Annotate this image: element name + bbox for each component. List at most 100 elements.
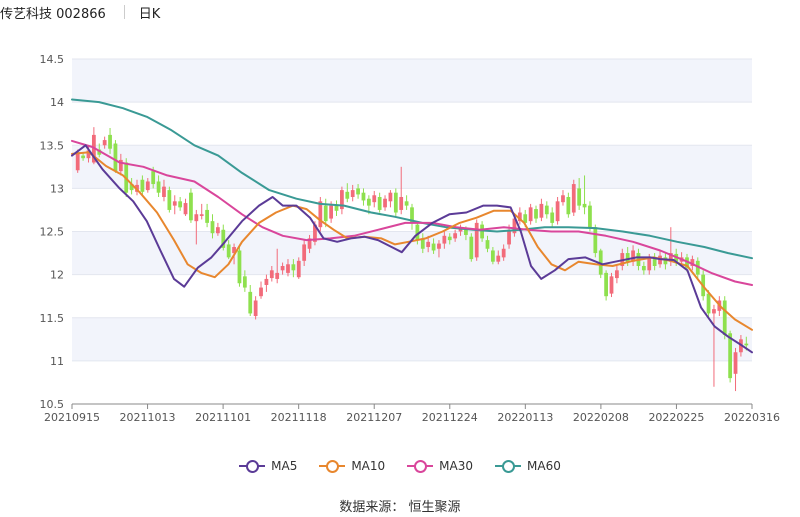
candle-body <box>566 197 571 215</box>
candle-body <box>582 203 587 208</box>
ma10-swatch-ring <box>326 460 340 473</box>
ma10-swatch <box>319 460 346 473</box>
header-divider <box>123 5 125 19</box>
ma5-swatch <box>239 460 266 473</box>
candle-body <box>663 257 668 265</box>
ma10-line <box>71 151 753 331</box>
candle-body <box>183 203 188 215</box>
chart-legend: MA5 MA10 MA30 MA60 <box>0 459 800 473</box>
candle-body <box>361 192 366 201</box>
candle-body <box>248 291 253 314</box>
ma60-line <box>71 98 753 260</box>
stock-title: 传艺科技 002866 <box>0 6 106 22</box>
candle-body <box>615 270 619 279</box>
candle-body <box>544 205 549 215</box>
candle-body <box>706 293 711 314</box>
candle-body <box>253 300 258 317</box>
candle-body <box>108 134 112 149</box>
candle-body <box>286 264 290 273</box>
candle-body <box>695 260 700 275</box>
candle-body <box>501 248 506 258</box>
candle-body <box>350 190 355 197</box>
candle-body <box>399 197 404 210</box>
ma5-line <box>71 144 753 354</box>
y-tick-label: 14.5 <box>40 53 65 66</box>
candle-body <box>571 184 576 213</box>
candle-body <box>264 278 269 285</box>
candle-body <box>194 214 199 222</box>
y-tick-label: 13 <box>50 182 64 195</box>
x-tick-label: 20211224 <box>422 411 478 424</box>
ma30-swatch <box>407 460 434 473</box>
candle-body <box>588 205 592 228</box>
candle-body <box>507 229 511 245</box>
candle-body <box>226 244 231 258</box>
candle-body <box>199 214 204 216</box>
x-tick-label: 20211118 <box>271 411 327 424</box>
candle-body <box>210 221 215 234</box>
candle-body <box>404 201 409 206</box>
candle-body <box>291 264 296 271</box>
data-source-note: 数据来源： 恒生聚源 <box>339 500 461 515</box>
legend-label-ma10: MA10 <box>351 459 386 473</box>
legend-item-ma10[interactable]: MA10 <box>319 459 385 473</box>
x-tick-label: 20211207 <box>346 411 402 424</box>
candle-body <box>631 250 635 262</box>
candle-body <box>329 205 334 219</box>
candle-body <box>113 143 118 172</box>
candle-body <box>86 150 91 159</box>
x-tick-label: 20211101 <box>195 411 251 424</box>
candle-body <box>512 218 517 234</box>
x-tick-label: 20220316 <box>724 411 780 424</box>
candle-body <box>275 272 280 279</box>
y-tick-label: 12.5 <box>40 226 65 239</box>
candle-body <box>426 241 431 248</box>
x-tick-label: 20220208 <box>573 411 629 424</box>
candle-body <box>641 266 646 271</box>
candle-body <box>269 270 274 279</box>
candle-body <box>647 257 652 271</box>
legend-item-ma60[interactable]: MA60 <box>495 459 561 473</box>
candle-body <box>259 287 263 297</box>
ma60-swatch <box>495 460 522 473</box>
candle-body <box>296 260 301 278</box>
y-tick-label: 11 <box>50 355 64 368</box>
candle-body <box>340 190 344 210</box>
candle-body <box>453 233 458 239</box>
candle-body <box>377 197 382 210</box>
candle-body <box>393 192 398 213</box>
candle-body <box>334 205 339 211</box>
candle-body <box>81 155 85 159</box>
candle-body <box>366 198 371 206</box>
candle-body <box>464 229 468 235</box>
candle-body <box>140 179 145 192</box>
grid-band <box>72 317 752 361</box>
candle-body <box>447 236 452 241</box>
candle-body <box>550 212 555 223</box>
candle-body <box>323 205 328 222</box>
legend-item-ma5[interactable]: MA5 <box>239 459 297 473</box>
candle-body <box>221 229 226 248</box>
candle-body <box>118 159 123 172</box>
x-tick-label: 20210915 <box>44 411 100 424</box>
legend-item-ma30[interactable]: MA30 <box>407 459 473 473</box>
candle-body <box>593 227 598 254</box>
legend-label-ma30: MA30 <box>439 459 474 473</box>
candle-body <box>609 276 614 294</box>
candle-body <box>437 243 441 249</box>
candle-body <box>534 209 538 219</box>
candle-body <box>539 203 544 218</box>
candle-body <box>151 171 156 185</box>
candle-body <box>722 300 727 335</box>
candle-body <box>280 266 285 271</box>
candle-body <box>388 192 393 202</box>
ma30-swatch-ring <box>414 460 428 473</box>
legend-label-ma60: MA60 <box>527 459 561 473</box>
candle-body <box>97 149 102 155</box>
y-tick-label: 13.5 <box>40 139 65 152</box>
candle-body <box>528 207 533 222</box>
ma60-swatch-ring <box>502 460 516 473</box>
candle-body <box>318 201 323 228</box>
candle-body <box>345 191 350 199</box>
